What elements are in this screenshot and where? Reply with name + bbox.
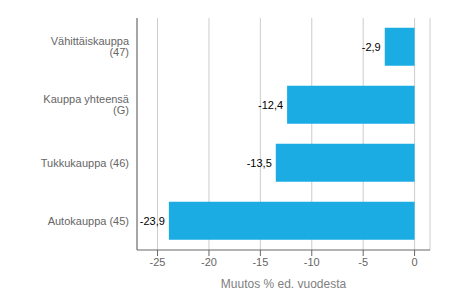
svg-text:Vähittäiskauppa(47): Vähittäiskauppa(47): [51, 35, 130, 58]
svg-text:-13,5: -13,5: [247, 157, 272, 169]
svg-text:-20: -20: [201, 256, 217, 268]
svg-text:-25: -25: [150, 256, 166, 268]
svg-text:-2,9: -2,9: [362, 41, 381, 53]
svg-text:-15: -15: [252, 256, 268, 268]
svg-text:Tukkukauppa (46): Tukkukauppa (46): [41, 157, 129, 169]
svg-text:Kauppa yhteensä(G): Kauppa yhteensä(G): [43, 93, 130, 116]
svg-text:Muutos % ed. vuodesta: Muutos % ed. vuodesta: [221, 277, 347, 291]
svg-text:-12,4: -12,4: [258, 99, 283, 111]
svg-text:Autokauppa (45): Autokauppa (45): [48, 215, 129, 227]
svg-text:-5: -5: [358, 256, 368, 268]
svg-text:-23,9: -23,9: [140, 215, 165, 227]
svg-text:0: 0: [412, 256, 418, 268]
svg-text:-10: -10: [304, 256, 320, 268]
